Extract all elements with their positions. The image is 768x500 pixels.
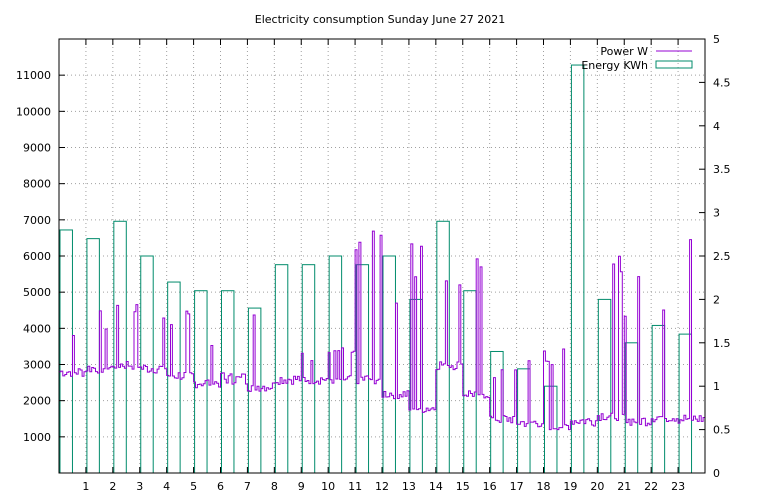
- y2-tick-label: 4: [713, 120, 720, 133]
- x-tick-label: 8: [271, 480, 278, 493]
- x-tick-label: 22: [644, 480, 658, 493]
- y2-tick-label: 3.5: [713, 163, 731, 176]
- y-tick-label: 3000: [23, 359, 51, 372]
- y2-tick-label: 1.5: [713, 337, 731, 350]
- grid: [59, 39, 705, 473]
- x-tick-label: 16: [483, 480, 497, 493]
- legend-label-power: Power W: [600, 45, 648, 58]
- power-series: [59, 230, 705, 431]
- y-tick-label: 8000: [23, 178, 51, 191]
- energy-series: [59, 64, 693, 474]
- x-tick-label: 19: [563, 480, 577, 493]
- x-tick-label: 3: [136, 480, 143, 493]
- y-tick-label: 9000: [23, 142, 51, 155]
- y-tick-label: 2000: [23, 395, 51, 408]
- x-tick-label: 6: [217, 480, 224, 493]
- x-tick-label: 20: [590, 480, 604, 493]
- x-tick-label: 13: [402, 480, 416, 493]
- x-tick-label: 14: [429, 480, 443, 493]
- axes: 1 2 3 4 5 6 7 8 9 10 11 12 13 14 15 16 17 18 19 20 21 22 23100…: [16, 33, 731, 493]
- y-tick-label: 5000: [23, 286, 51, 299]
- y2-tick-label: 1: [713, 380, 720, 393]
- legend-swatch-energy: [655, 60, 693, 69]
- legend-label-energy: Energy KWh: [581, 59, 648, 72]
- y-tick-label: 6000: [23, 250, 51, 263]
- x-tick-label: 21: [617, 480, 631, 493]
- y-tick-label: 10000: [16, 105, 51, 118]
- x-tick-label: 1: [82, 480, 89, 493]
- energy-bar: [113, 220, 127, 474]
- energy-bar: [597, 298, 612, 474]
- x-tick-label: 4: [163, 480, 170, 493]
- energy-bar: [570, 64, 585, 474]
- y2-tick-label: 3: [713, 207, 720, 220]
- x-tick-label: 5: [190, 480, 197, 493]
- legend: Power W Energy KWh: [581, 45, 693, 72]
- power-line: [59, 230, 705, 431]
- energy-bar: [274, 264, 289, 474]
- y-tick-label: 4000: [23, 322, 51, 335]
- y-tick-label: 11000: [16, 69, 51, 82]
- y-tick-label: 7000: [23, 214, 51, 227]
- x-tick-label: 12: [375, 480, 389, 493]
- y2-tick-label: 2: [713, 293, 720, 306]
- x-tick-label: 10: [321, 480, 335, 493]
- x-tick-label: 17: [510, 480, 524, 493]
- y2-tick-label: 0: [713, 467, 720, 480]
- x-tick-label: 11: [348, 480, 362, 493]
- x-tick-label: 9: [298, 480, 305, 493]
- x-tick-label: 15: [456, 480, 470, 493]
- chart-title: Electricity consumption Sunday June 27 2…: [255, 13, 505, 26]
- energy-bar: [86, 238, 100, 474]
- x-tick-label: 2: [109, 480, 116, 493]
- energy-bar: [624, 342, 639, 474]
- energy-bar: [463, 290, 477, 474]
- energy-bar: [382, 255, 396, 474]
- energy-bar: [355, 264, 370, 474]
- y2-tick-label: 4.5: [713, 76, 731, 89]
- y-tick-label: 1000: [23, 431, 51, 444]
- y2-tick-label: 2.5: [713, 250, 731, 263]
- x-tick-label: 18: [537, 480, 551, 493]
- x-tick-label: 7: [244, 480, 251, 493]
- x-tick-label: 23: [671, 480, 685, 493]
- y2-tick-label: 5: [713, 33, 720, 46]
- y2-tick-label: 0.5: [713, 424, 731, 437]
